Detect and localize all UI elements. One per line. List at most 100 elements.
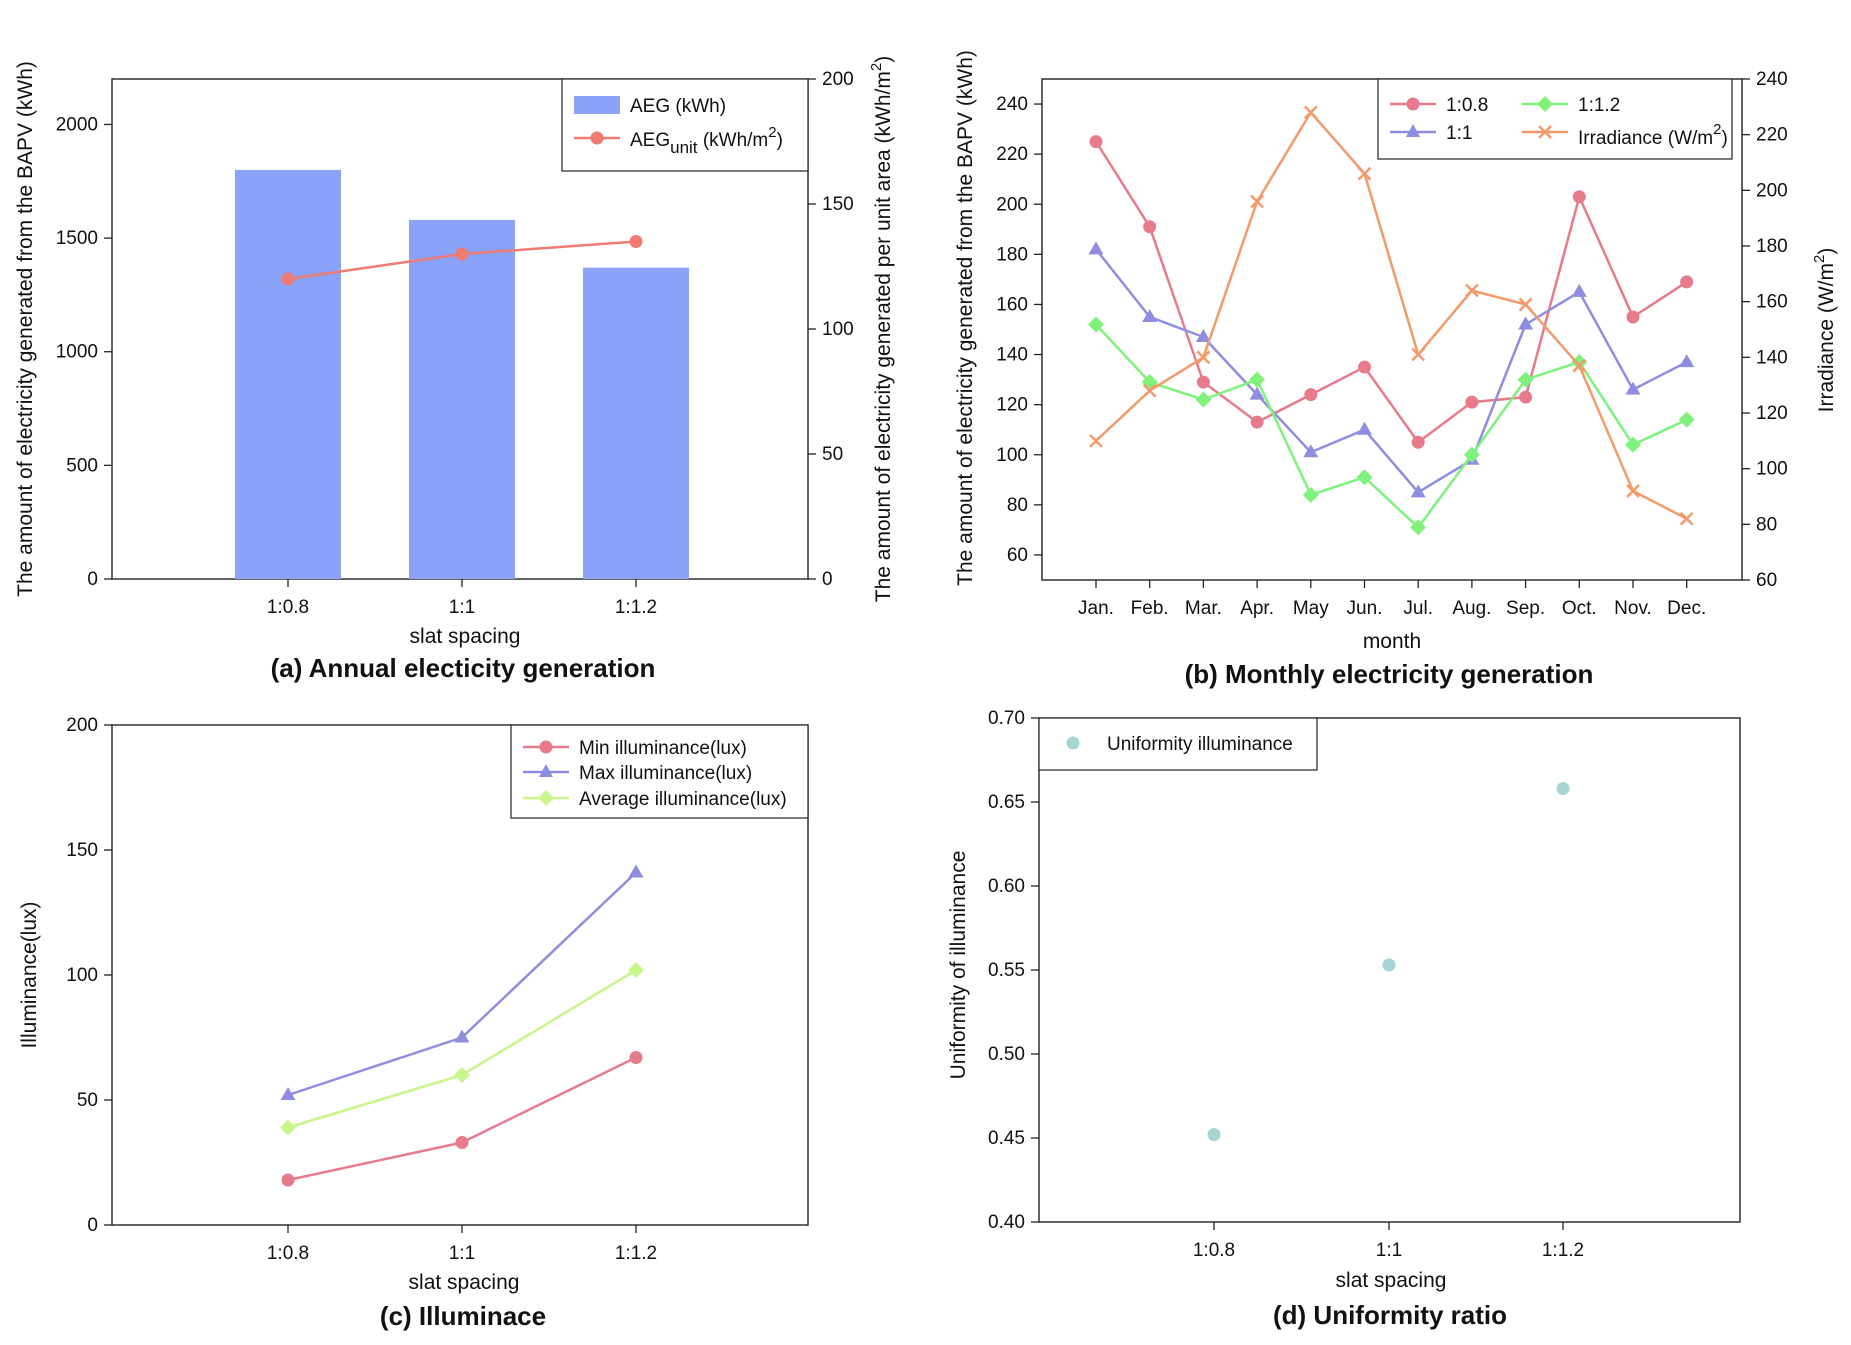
y-tick-label: 0.55 (988, 960, 1025, 981)
legend-marker (1538, 125, 1552, 139)
series-line (1095, 248, 1688, 494)
y-axis-label: Uniformity of illuminance (947, 851, 970, 1080)
data-point (1465, 395, 1479, 409)
legend-box (1377, 78, 1733, 160)
legend-marker (538, 790, 554, 806)
y2-tick-label: 240 (1756, 69, 1788, 90)
y-tick-label: 2000 (56, 114, 98, 135)
data-point (1678, 411, 1695, 428)
x-tick-label: Feb. (1131, 598, 1169, 619)
y-tick-label: 0.65 (988, 792, 1025, 813)
legend-label-main: AEG (630, 130, 670, 151)
data-point (1250, 415, 1264, 429)
bar-aeg (409, 219, 515, 579)
legend-marker (1066, 736, 1080, 750)
data-point (1195, 391, 1212, 408)
y-tick-label: 180 (996, 244, 1028, 265)
y-axis-label: The amount of electricity generated from… (14, 61, 37, 597)
data-point (280, 1119, 296, 1136)
point-aeg-unit (455, 247, 469, 261)
legend-marker (539, 740, 553, 754)
series-line (1095, 111, 1688, 520)
data-point (1572, 190, 1586, 204)
panel-b-legend: 1:0.8 1:1 1:1.2 Irradiance (W/m2) (1377, 78, 1733, 160)
legend-label: Max illuminance(lux) (579, 763, 752, 784)
data-point (1249, 371, 1266, 388)
y-axis-label: Illuminance(lux) (18, 901, 41, 1048)
data-point (1679, 511, 1694, 526)
x-tick-label: Jul. (1403, 598, 1433, 619)
y-tick-label: 500 (66, 455, 98, 476)
legend-box (561, 78, 809, 172)
data-point (1625, 436, 1641, 453)
legend-marker (590, 131, 604, 145)
y-tick-label: 220 (996, 144, 1028, 165)
y-tick-label: 160 (996, 294, 1028, 315)
x-tick-label: Oct. (1562, 598, 1597, 619)
y2-tick-label: 60 (1756, 570, 1777, 591)
y-axis-label: The amount of electricity generated from… (954, 50, 977, 586)
legend-label: Uniformity illuminance (1107, 734, 1293, 755)
y-tick-label: 0.70 (988, 708, 1025, 729)
y2-tick-label: 180 (1756, 236, 1788, 257)
data-point (1518, 316, 1534, 330)
data-point (1465, 283, 1479, 298)
x-tick-label: 1:1 (449, 1243, 475, 1264)
data-point (1357, 166, 1372, 181)
data-point (1303, 105, 1318, 120)
y-tick-label: 1500 (56, 228, 98, 249)
legend-marker (1406, 124, 1420, 137)
y-tick-label: 0.60 (988, 876, 1025, 897)
panel-d-legend: Uniformity illuminance (1038, 717, 1318, 771)
data-point (1249, 386, 1265, 400)
x-tick-label: 1:1.2 (615, 1243, 657, 1264)
legend-label: 1:1 (1446, 123, 1472, 144)
data-point (1196, 350, 1211, 365)
legend-label-sup: 2 (1713, 121, 1721, 138)
y-tick-label: 80 (1007, 495, 1028, 516)
data-point (1571, 283, 1587, 297)
x-tick-label: Sep. (1506, 598, 1545, 619)
data-point (1143, 220, 1157, 234)
y-tick-label: 100 (66, 965, 98, 986)
data-point (1304, 388, 1318, 402)
series-line (287, 871, 637, 1097)
y2-tick-label: 200 (1756, 180, 1788, 201)
caption: (a) Annual electicity generation (271, 653, 656, 683)
legend-label-end: ) (1721, 128, 1727, 149)
x-tick-label: 1:1 (449, 597, 475, 618)
panel-d: 0.40 0.45 0.50 0.55 0.60 0.65 0.70 1:0.8 1:1 1:1.… (947, 708, 1741, 1330)
y-tick-label: 1000 (56, 342, 98, 363)
data-point (1382, 958, 1396, 972)
y2-tick-label: 220 (1756, 125, 1788, 146)
x-tick-label: 1:1.2 (1542, 1240, 1584, 1261)
data-point (1089, 135, 1103, 149)
panel-b: 60 80 100 120 140 160 180 200 220 240 60 80 100 120 14… (954, 50, 1838, 689)
data-point (1519, 390, 1533, 404)
data-point (1088, 316, 1104, 333)
y2-tick-label: 200 (822, 69, 854, 90)
y2-tick-label: 50 (822, 444, 843, 465)
data-point (1356, 469, 1373, 486)
data-point (1626, 484, 1640, 498)
y-tick-label: 200 (996, 194, 1028, 215)
x-tick-label: Jun. (1347, 598, 1383, 619)
y2-tick-label: 100 (1756, 459, 1788, 480)
x-tick-label: 1:1.2 (615, 597, 657, 618)
legend-label: 1:0.8 (1446, 95, 1488, 116)
series-line (1094, 140, 1688, 444)
x-tick-label: May (1293, 598, 1329, 619)
point-aeg-unit (629, 235, 643, 248)
legend-marker (1537, 96, 1553, 112)
point-aeg-unit (281, 272, 295, 286)
y-tick-label: 140 (996, 345, 1028, 366)
panel-c: 0 50 100 150 200 1:0.8 1:1 1:1.2 slat spacing Ill… (18, 715, 809, 1331)
x-tick-label: 1:0.8 (1193, 1240, 1235, 1261)
data-point (628, 962, 644, 978)
caption: (c) Illuminace (380, 1301, 546, 1331)
data-point (1680, 275, 1694, 289)
y2-tick-label: 120 (1756, 403, 1788, 424)
data-point (1410, 519, 1427, 536)
y-tick-label: 60 (1007, 545, 1028, 566)
